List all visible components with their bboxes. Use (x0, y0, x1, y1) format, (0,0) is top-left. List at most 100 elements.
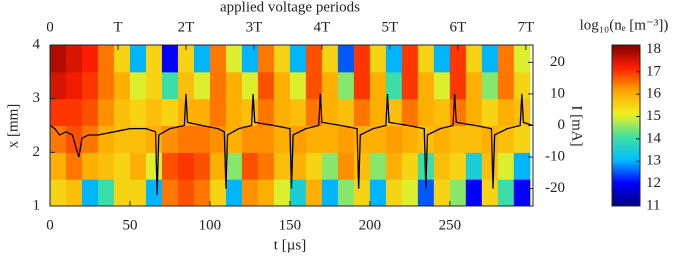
cell (449, 98, 467, 126)
cell (401, 71, 419, 100)
cell (401, 152, 419, 180)
cell (50, 45, 67, 73)
chart-title: applied voltage periods (220, 0, 360, 15)
y2-axis-label: I [mA] (569, 105, 585, 146)
cell (449, 125, 467, 153)
cell (465, 45, 483, 73)
y2-tick-label: 0 (558, 117, 566, 133)
x2-tick-label: T (113, 19, 122, 35)
cell (273, 152, 291, 180)
cell (273, 125, 291, 153)
cell (401, 125, 419, 153)
cell (289, 125, 307, 153)
cell (257, 179, 275, 206)
cell (145, 179, 163, 206)
cell (257, 125, 275, 153)
cell (337, 98, 355, 126)
cell (513, 152, 531, 180)
cell (497, 98, 515, 126)
cell (321, 45, 339, 73)
cell (193, 98, 211, 126)
colorbar (611, 44, 641, 207)
colorbar-tick-label: 12 (646, 175, 661, 191)
colorbar-tick-label: 18 (646, 41, 661, 57)
cell (241, 152, 259, 180)
cell (193, 125, 211, 153)
cell (417, 71, 435, 100)
cell (129, 71, 147, 100)
cell (465, 98, 483, 126)
x-tick-label: 50 (122, 217, 137, 233)
heatmap (50, 45, 531, 206)
cell (241, 45, 259, 73)
cell (97, 98, 115, 126)
cell (433, 179, 451, 206)
cell (337, 71, 355, 100)
cell (209, 45, 227, 73)
cell (177, 152, 195, 180)
cell (209, 152, 227, 180)
cell (193, 179, 211, 206)
cell (289, 98, 307, 126)
cell (449, 152, 467, 180)
cell (241, 179, 259, 206)
cell (209, 98, 227, 126)
cell (481, 179, 499, 206)
y-tick-label: 4 (33, 36, 41, 52)
cell (385, 71, 403, 100)
cell (161, 45, 179, 73)
cell (385, 98, 403, 126)
cell (225, 152, 243, 180)
cell (417, 179, 435, 206)
cell (513, 125, 531, 153)
cell (497, 152, 515, 180)
cell (465, 71, 483, 100)
cell (81, 98, 99, 126)
cell (513, 179, 531, 206)
cell (145, 98, 163, 126)
cell (305, 45, 323, 73)
cell (353, 152, 371, 180)
cell (513, 45, 531, 73)
cell (369, 179, 387, 206)
cell (97, 71, 115, 100)
cell (177, 98, 195, 126)
cell (289, 152, 307, 180)
y-tick-label: 1 (33, 197, 41, 213)
cell (353, 125, 371, 153)
cell (161, 71, 179, 100)
y2-tick-label: -10 (545, 149, 565, 165)
cell (305, 125, 323, 153)
y2-tick-label: -20 (545, 180, 565, 196)
x-tick-label: 200 (359, 217, 382, 233)
cell (50, 179, 67, 206)
cell (257, 152, 275, 180)
cell (113, 152, 131, 180)
cell (353, 71, 371, 100)
cell (113, 71, 131, 100)
cell (225, 98, 243, 126)
cell (481, 125, 499, 153)
cell (433, 45, 451, 73)
cell (497, 125, 515, 153)
cell (97, 152, 115, 180)
cell (97, 45, 115, 73)
colorbar-tick-label: 15 (646, 108, 661, 124)
cell (241, 125, 259, 153)
x2-tick-label: 4T (314, 19, 331, 35)
cell (209, 71, 227, 100)
cell (465, 179, 483, 206)
cell (273, 45, 291, 73)
cell (50, 98, 67, 126)
cell (65, 98, 83, 126)
cell (145, 152, 163, 180)
cell (305, 98, 323, 126)
cell (513, 98, 531, 126)
cell (305, 71, 323, 100)
cell (321, 179, 339, 206)
cell (305, 179, 323, 206)
cell (321, 125, 339, 153)
x2-tick-label: 7T (517, 19, 534, 35)
cell (193, 45, 211, 73)
colorbar-tick-label: 11 (646, 197, 660, 213)
